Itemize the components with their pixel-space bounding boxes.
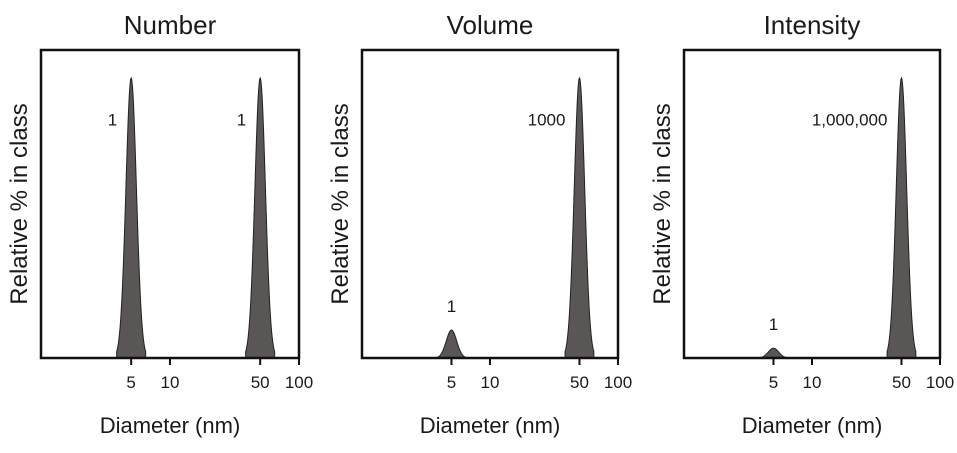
chart-2-xlabel: Diameter (nm) xyxy=(742,413,883,438)
chart-0-peak-0-label: 1 xyxy=(108,111,117,130)
chart-1-xtick-label-3: 100 xyxy=(604,373,632,392)
chart-0-title: Number xyxy=(124,10,217,40)
chart-2-xtick-label-0: 5 xyxy=(769,373,778,392)
chart-1-peak-1-label: 1000 xyxy=(528,111,566,130)
chart-1-peak-1 xyxy=(564,76,595,359)
chart-1-xlabel: Diameter (nm) xyxy=(420,413,561,438)
chart-0-peak-1-label: 1 xyxy=(237,111,246,130)
chart-2-peak-0 xyxy=(758,347,789,359)
chart-2-peak-0-label: 1 xyxy=(769,315,778,334)
chart-0-xtick-label-1: 10 xyxy=(161,373,180,392)
chart-0-peak-1 xyxy=(245,76,276,359)
chart-1-xtick-label-0: 5 xyxy=(447,373,456,392)
chart-2-peak-1-label: 1,000,000 xyxy=(812,111,888,130)
chart-1-ylabel: Relative % in class xyxy=(327,103,354,304)
chart-2-title: Intensity xyxy=(764,10,861,40)
chart-0-peak-0 xyxy=(116,76,147,359)
chart-2-ylabel: Relative % in class xyxy=(649,103,676,304)
chart-1-xtick-label-1: 10 xyxy=(481,373,500,392)
chart-1-peak-0 xyxy=(436,329,467,359)
chart-0-xtick-label-0: 5 xyxy=(126,373,135,392)
chart-0-xtick-label-2: 50 xyxy=(251,373,270,392)
chart-2-xtick-label-1: 10 xyxy=(803,373,822,392)
chart-1-title: Volume xyxy=(447,10,534,40)
chart-0-ylabel: Relative % in class xyxy=(6,103,33,304)
chart-1-peak-0-label: 1 xyxy=(447,297,456,316)
chart-0-xtick-label-3: 100 xyxy=(285,373,313,392)
chart-0-xlabel: Diameter (nm) xyxy=(100,413,241,438)
chart-1-xtick-label-2: 50 xyxy=(570,373,589,392)
chart-2-xtick-label-3: 100 xyxy=(926,373,954,392)
chart-2-peak-1 xyxy=(886,76,917,359)
chart-2-xtick-label-2: 50 xyxy=(892,373,911,392)
